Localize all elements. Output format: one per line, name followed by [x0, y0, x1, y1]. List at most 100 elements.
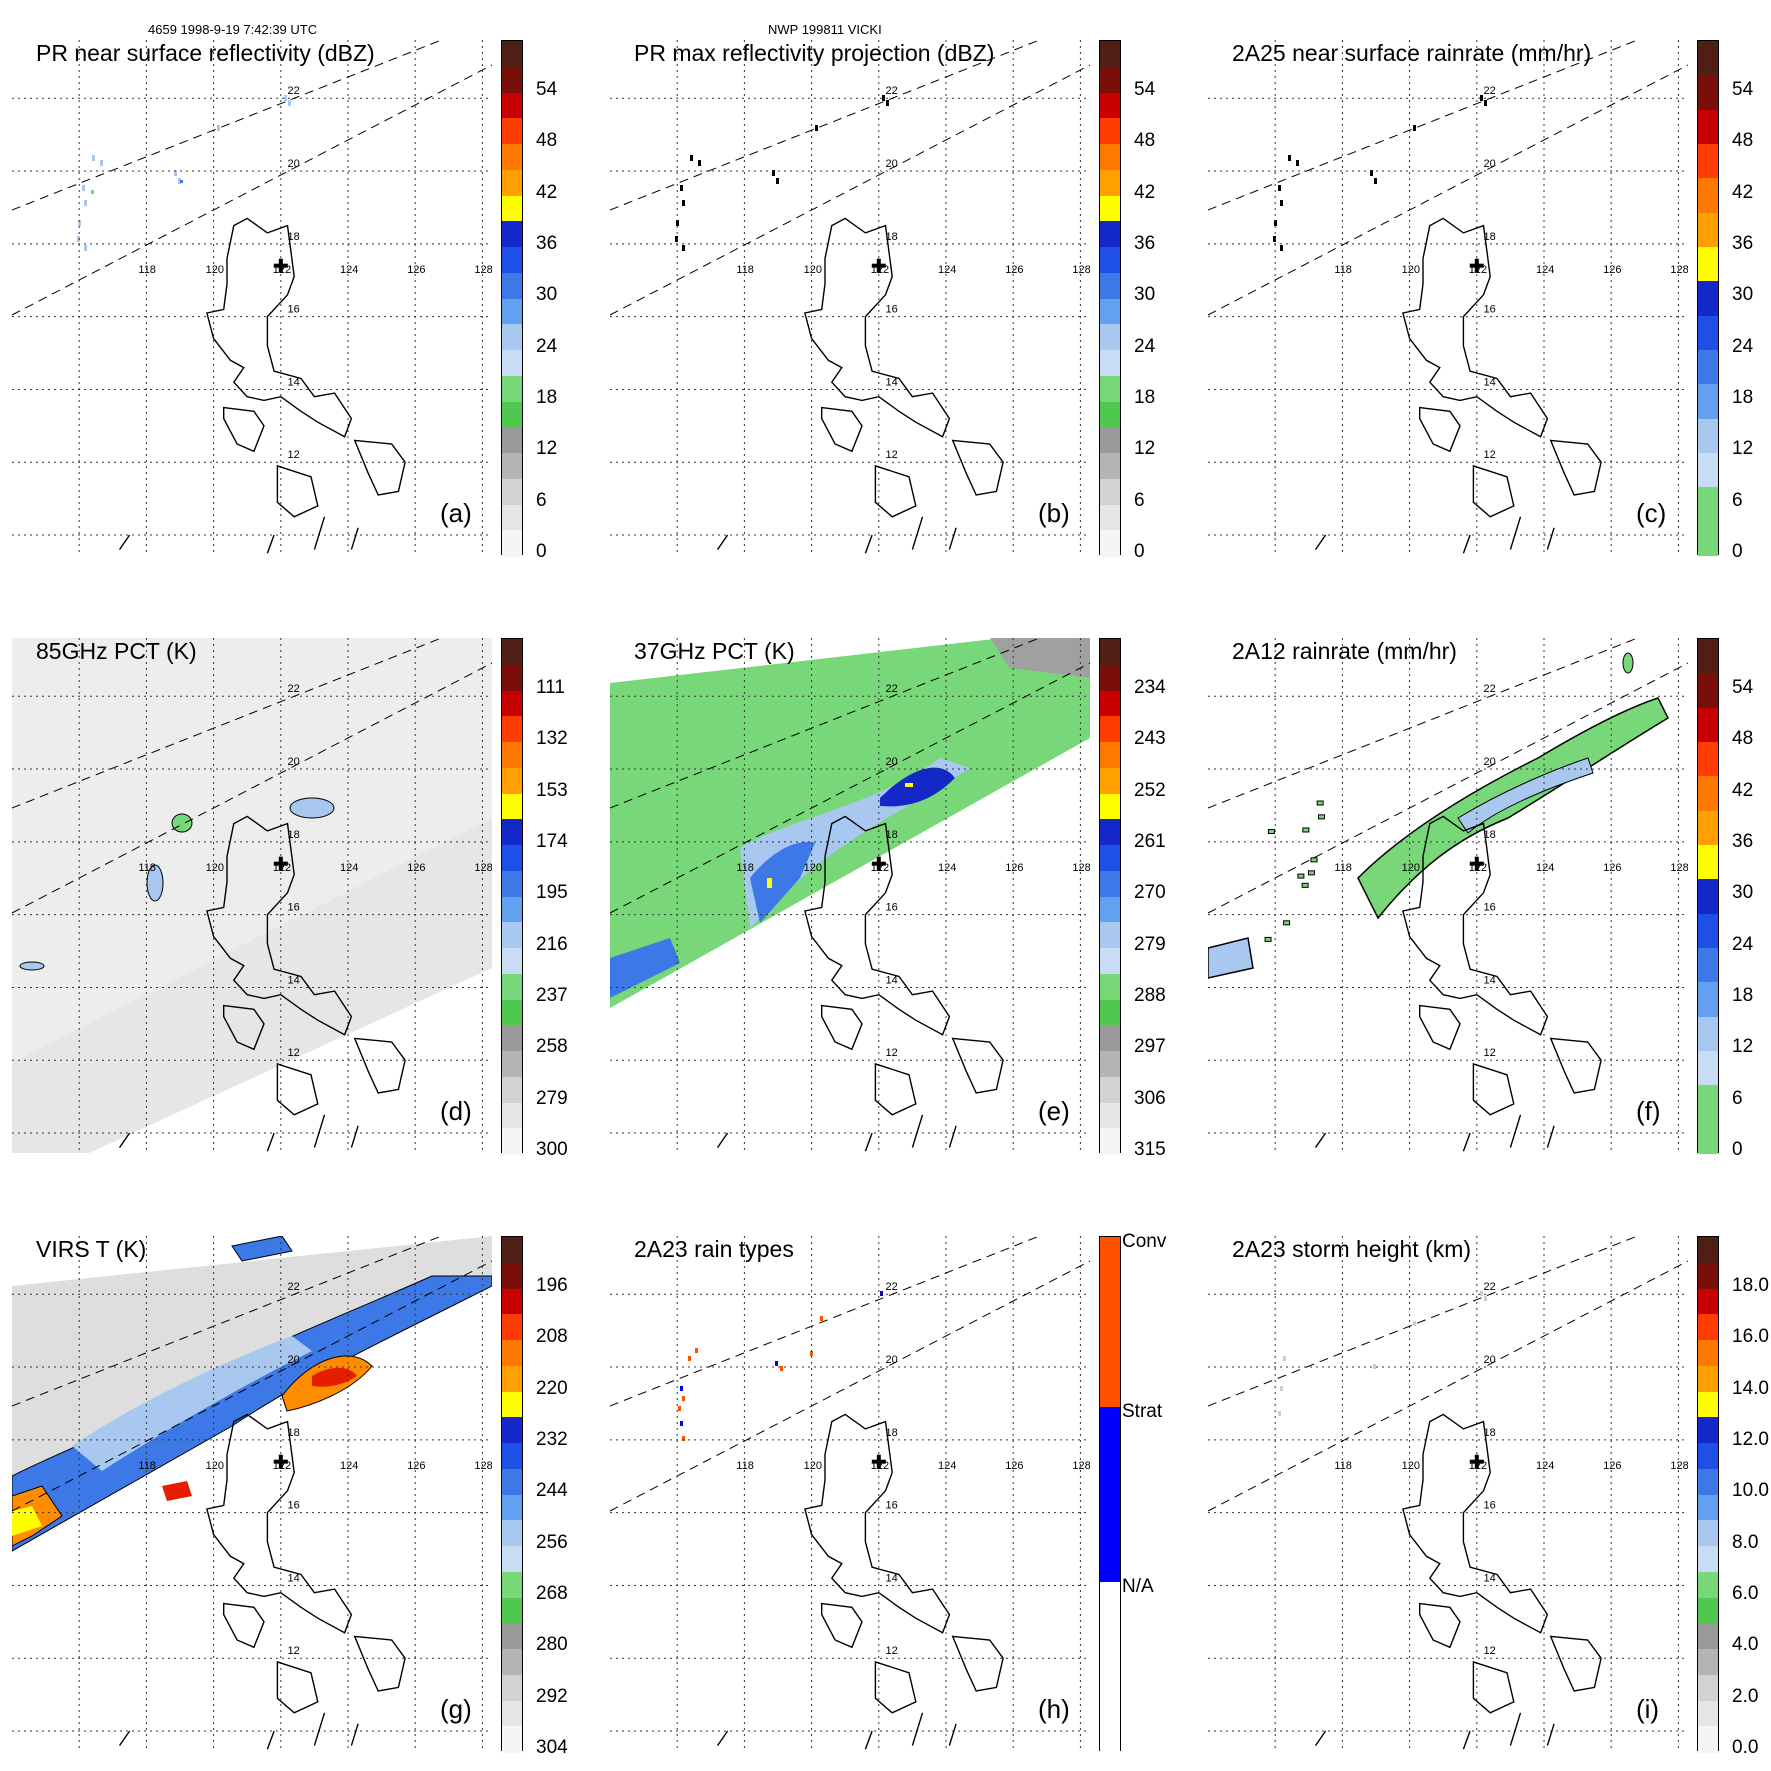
colorbar-segment	[1100, 41, 1120, 68]
raintype-cell	[780, 1366, 783, 1371]
height-cell	[1484, 1296, 1487, 1301]
lat-label: 22	[288, 85, 300, 97]
lat-label: 14	[1484, 974, 1496, 986]
colorbar-segment	[1100, 1237, 1120, 1407]
lon-label: 118	[1334, 1460, 1352, 1472]
colorbar-tick-label: 0	[1732, 1139, 1743, 1160]
graticule	[1208, 638, 1688, 1153]
coastline	[716, 217, 1004, 554]
coastline-path	[821, 1004, 863, 1051]
raintype-cell	[775, 1361, 778, 1366]
colorbar-tick-label: Conv	[1122, 1231, 1167, 1252]
lat-label: 12	[288, 1645, 300, 1657]
coastline-path	[313, 1712, 326, 1746]
lat-label: 14	[886, 1572, 898, 1584]
colorbar-segment	[502, 1051, 522, 1078]
panel-title: 2A12 rainrate (mm/hr)	[1232, 638, 1457, 664]
lat-label: 16	[886, 902, 898, 914]
coastline	[1314, 815, 1602, 1152]
coastline-path	[1402, 815, 1549, 1036]
colorbar-segment	[1698, 948, 1718, 983]
colorbar-tick-label: 8.0	[1732, 1531, 1759, 1553]
colorbar-tick-label: 297	[1134, 1036, 1166, 1058]
lat-label: 14	[288, 376, 300, 388]
colorbar-segment	[1698, 982, 1718, 1018]
swath-edge	[610, 1236, 1041, 1407]
colorbar-segment	[1100, 742, 1120, 769]
colorbar	[501, 1236, 523, 1753]
colorbar-segment	[502, 1468, 522, 1495]
marker-bar	[1474, 856, 1479, 871]
colorbar-segment	[1100, 453, 1120, 480]
graticule	[12, 638, 492, 1153]
storm-center-marker	[1469, 1454, 1484, 1469]
echo-cell	[174, 170, 177, 176]
lat-label: 18	[288, 231, 300, 243]
coastline-path	[804, 1413, 951, 1634]
colorbar-segment	[502, 948, 522, 975]
colorbar-tick-label: 268	[536, 1583, 568, 1604]
a12-cell	[1264, 936, 1272, 942]
a12-cell	[1297, 873, 1305, 879]
lat-label: 20	[1484, 158, 1496, 170]
colorbar-segment	[1100, 66, 1120, 93]
panel-label: (g)	[440, 1694, 472, 1724]
coastline-path	[948, 527, 957, 550]
lat-label: 22	[886, 1281, 898, 1293]
colorbar-segment	[1698, 673, 1718, 709]
coastline-path	[266, 1730, 275, 1750]
colorbar-segment	[1100, 1076, 1120, 1103]
lon-label: 122	[1469, 1460, 1487, 1472]
coastline-path	[864, 1132, 873, 1152]
echo-cell	[1296, 160, 1299, 166]
colorbar-segment	[1698, 521, 1718, 557]
colorbar-tick-label: 18	[536, 387, 558, 408]
storm-center-marker	[273, 856, 288, 871]
colorbar-segment	[502, 221, 522, 248]
lon-label: 120	[1402, 264, 1420, 276]
swath-edge	[12, 662, 492, 914]
coastline-path	[874, 464, 917, 518]
panel-title: PR near surface reflectivity (dBZ)	[36, 40, 375, 66]
coastline-path	[206, 815, 353, 1036]
colorbar-tick-label: 36	[1134, 233, 1156, 254]
colorbar-segment	[1100, 530, 1120, 557]
pct37-core	[767, 878, 772, 888]
panel-g: 118 120 122 124 126 128 22 20 18 16 14 12 VIRS T (K)…	[12, 1236, 608, 1766]
panel-label: (i)	[1636, 1694, 1660, 1724]
colorbar-tick-label: 48	[1732, 728, 1754, 750]
colorbar-segment	[1100, 639, 1120, 666]
echo-cell	[288, 100, 291, 106]
colorbar-tick-label: 24	[536, 335, 558, 357]
colorbar-segment	[1100, 118, 1120, 145]
colorbar	[1697, 40, 1719, 557]
coastline-path	[911, 1712, 924, 1746]
lon-label: 124	[1536, 264, 1554, 276]
coastline-path	[951, 439, 1004, 496]
colorbar-segment	[502, 767, 522, 794]
lon-label: 124	[938, 1460, 956, 1472]
colorbar-segment	[1100, 195, 1120, 222]
colorbar-segment	[1100, 350, 1120, 377]
colorbar-segment	[502, 41, 522, 68]
colorbar-segment	[1698, 1237, 1718, 1264]
coastline-path	[118, 1132, 131, 1148]
virs-cold-top	[12, 1506, 42, 1536]
colorbar-segment	[502, 1365, 522, 1392]
lon-label: 118	[736, 1460, 754, 1472]
colorbar-segment	[1100, 767, 1120, 794]
a12-rainband	[1357, 697, 1669, 920]
field-layer	[1278, 1291, 1487, 1416]
colorbar-segment	[502, 639, 522, 666]
panel-d: 118 120 122 124 126 128 22 20 18 16 14 12 85GHz PCT …	[12, 638, 608, 1168]
coastline-path	[1546, 1125, 1555, 1148]
colorbar-segment	[1100, 478, 1120, 505]
pct85-cell	[289, 797, 335, 819]
lat-label: 16	[1484, 902, 1496, 914]
lat-label: 14	[288, 1572, 300, 1584]
echo-cell	[217, 125, 220, 131]
raintype-cell	[880, 1291, 883, 1296]
lon-label: 120	[804, 1460, 822, 1472]
coastline-path	[1546, 1723, 1555, 1746]
marker-bar	[876, 258, 881, 273]
